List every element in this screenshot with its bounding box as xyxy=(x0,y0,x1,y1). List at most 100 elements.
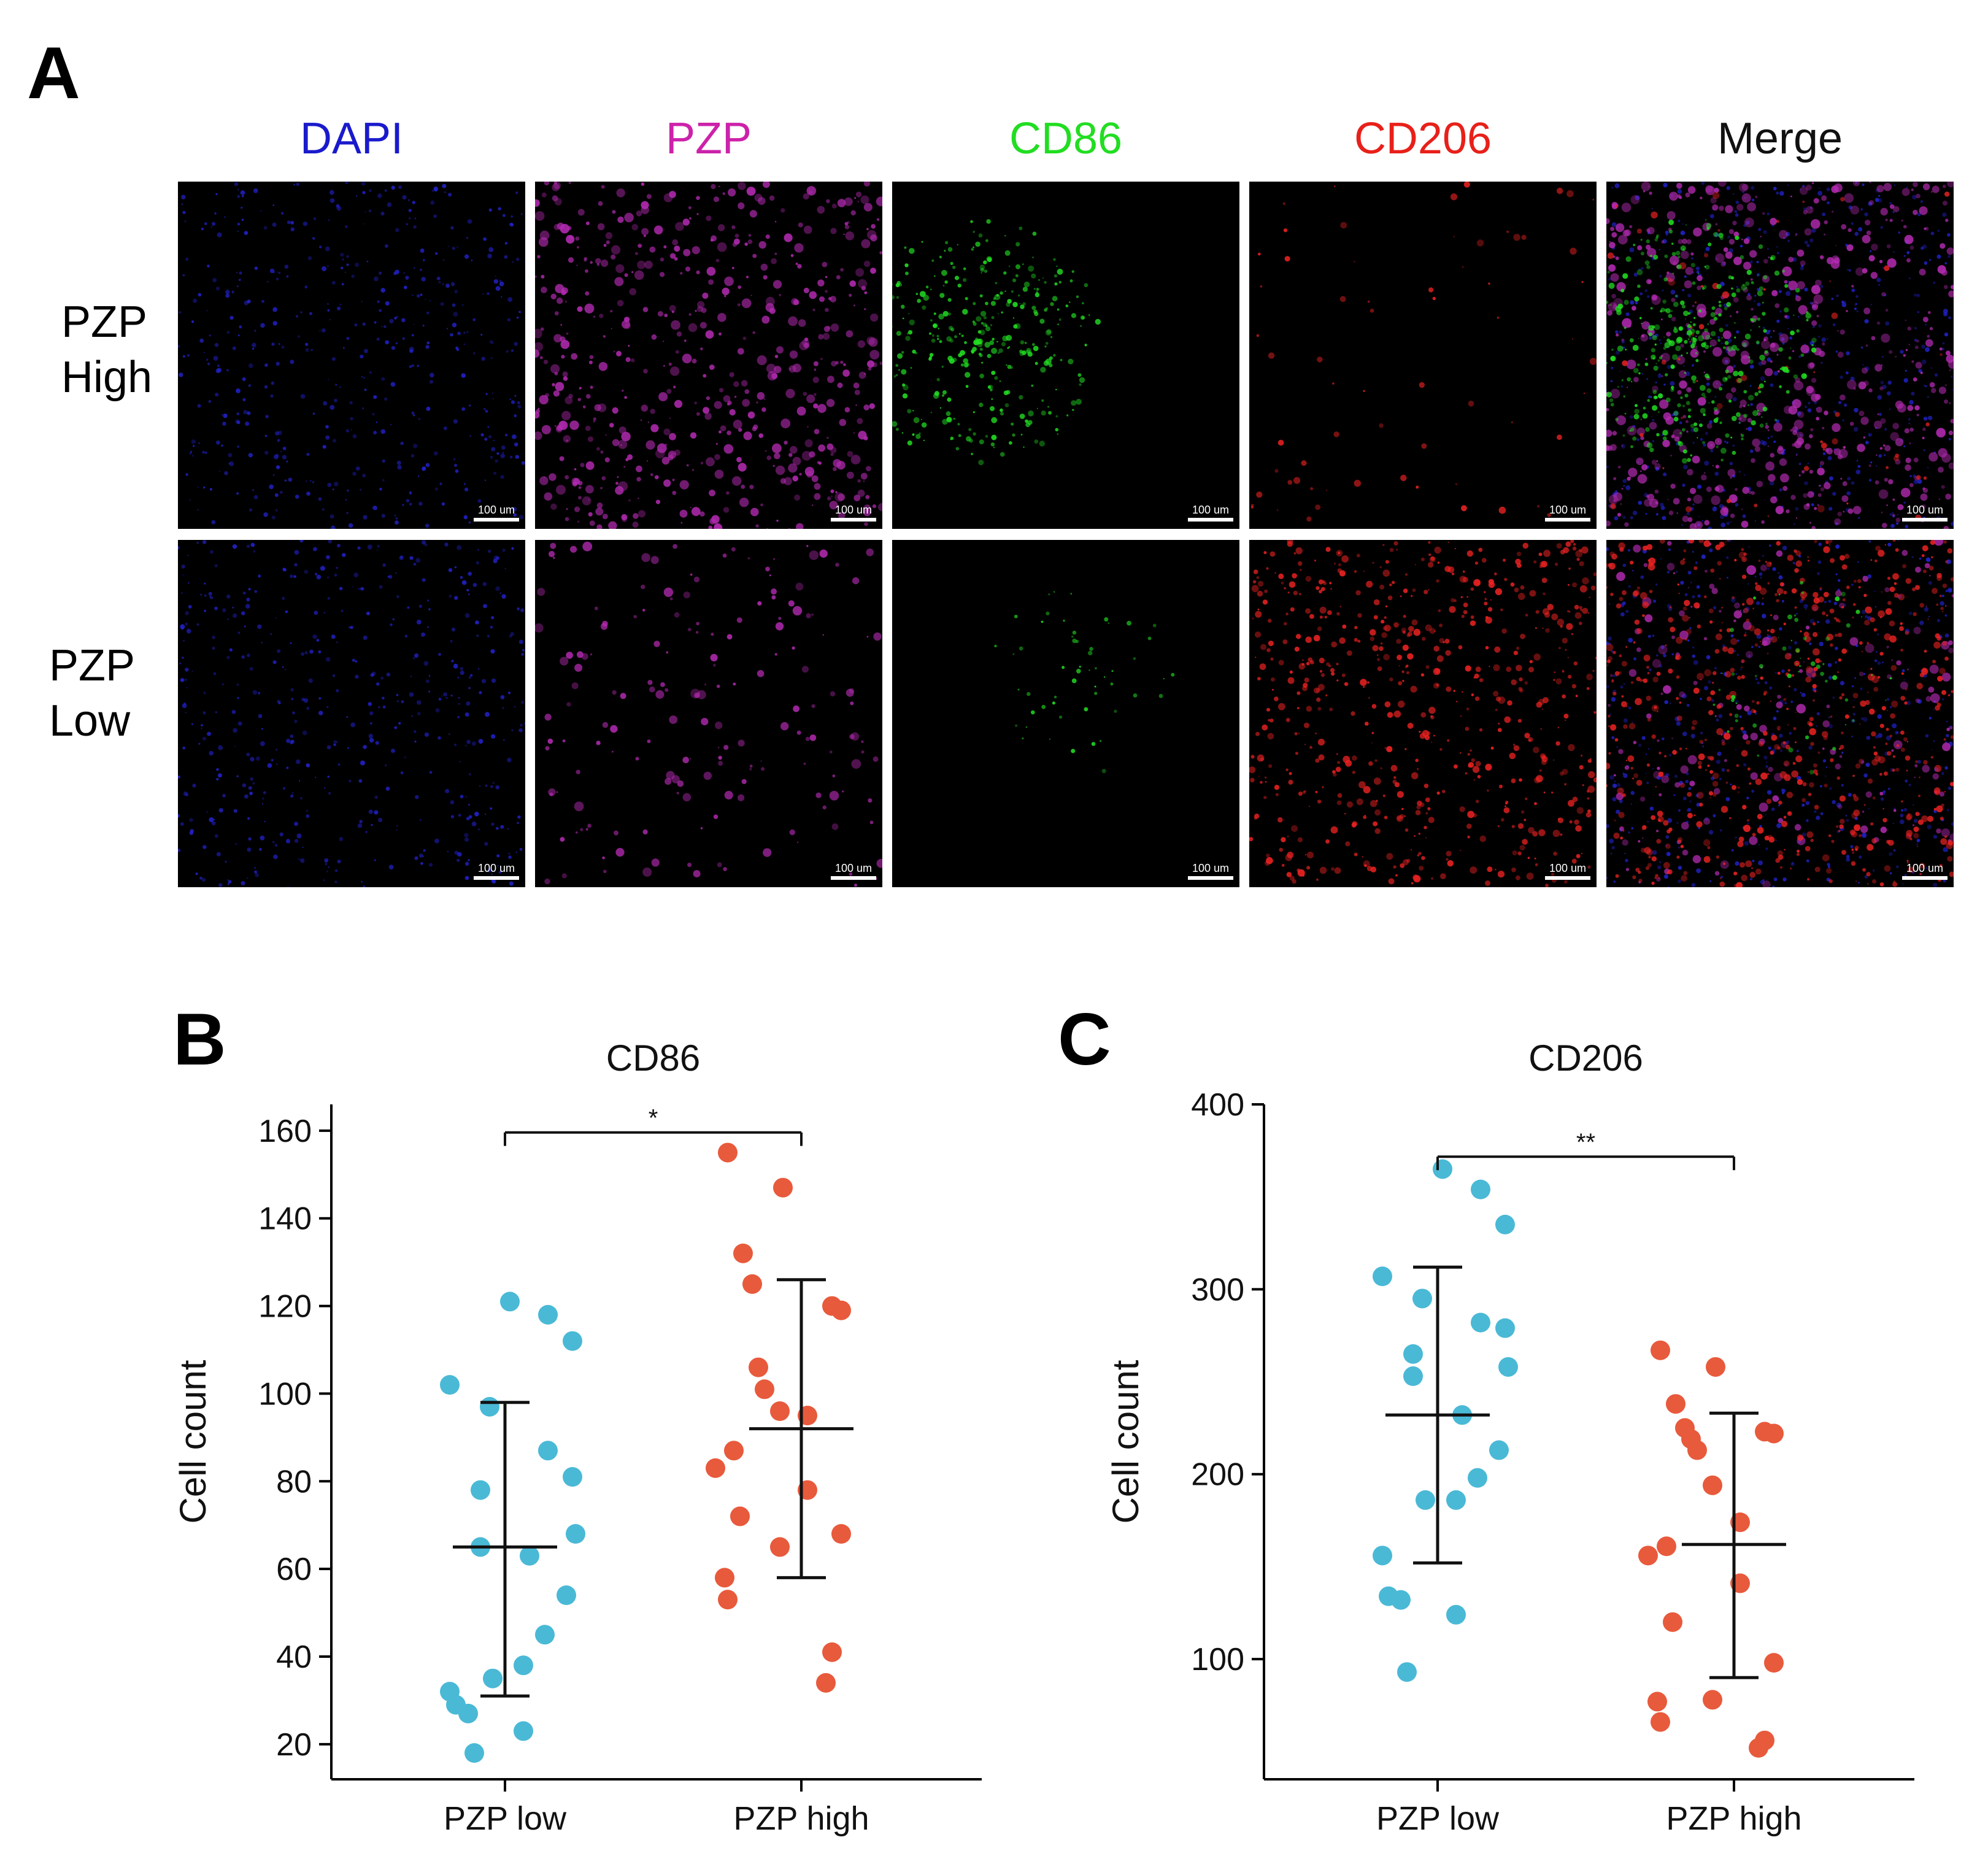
scale-bar-line xyxy=(1188,876,1233,880)
scale-bar: 100 um xyxy=(1902,504,1948,522)
data-point xyxy=(718,1142,738,1163)
data-point xyxy=(816,1673,836,1693)
scale-bar-label: 100 um xyxy=(834,504,873,516)
data-point xyxy=(1391,1590,1411,1610)
y-axis-label: Cell count xyxy=(1105,1360,1146,1523)
scale-bar-label: 100 um xyxy=(1906,504,1944,516)
scale-bar: 100 um xyxy=(1545,504,1590,522)
chart-title: CD206 xyxy=(1528,1038,1643,1079)
scale-bar: 100 um xyxy=(474,862,519,880)
data-point xyxy=(770,1401,790,1421)
data-point xyxy=(1764,1423,1784,1444)
y-tick-label: 200 xyxy=(1191,1457,1244,1493)
data-point xyxy=(480,1396,499,1417)
data-point xyxy=(1764,1653,1784,1673)
row-label-pzp-low: PZP Low xyxy=(49,638,135,749)
row-label-pzp-high: PZP High xyxy=(61,295,152,405)
data-point xyxy=(1498,1357,1518,1377)
data-point xyxy=(1471,1179,1490,1199)
x-tick-label: PZP high xyxy=(733,1800,869,1837)
data-point xyxy=(483,1668,503,1688)
y-tick-label: 300 xyxy=(1191,1272,1244,1307)
x-tick-label: PZP low xyxy=(1376,1800,1500,1837)
scale-bar-label: 100 um xyxy=(1549,504,1587,516)
scale-bar-line xyxy=(1902,876,1948,880)
micrograph-high-merge: 100 um xyxy=(1606,182,1954,529)
y-tick-label: 120 xyxy=(258,1289,312,1325)
data-point xyxy=(538,1441,558,1461)
data-point xyxy=(706,1458,725,1478)
y-tick-label: 60 xyxy=(276,1552,312,1587)
data-point xyxy=(1703,1690,1722,1710)
row-label-line2: High xyxy=(61,353,153,402)
data-point xyxy=(773,1177,793,1198)
y-tick-label: 100 xyxy=(258,1376,312,1412)
scale-bar-line xyxy=(474,518,519,522)
data-point xyxy=(1657,1536,1676,1557)
micrograph-high-dapi: 100 um xyxy=(178,182,525,529)
data-point xyxy=(514,1655,533,1676)
row-label-line1: PZP xyxy=(61,298,148,347)
data-point xyxy=(730,1506,750,1527)
data-point xyxy=(1373,1266,1392,1287)
data-point xyxy=(458,1703,478,1723)
data-point xyxy=(464,1743,484,1763)
data-point xyxy=(1397,1662,1417,1682)
data-point xyxy=(831,1300,851,1320)
data-point xyxy=(1446,1490,1466,1510)
data-point xyxy=(715,1568,734,1588)
panel-letter-c: C xyxy=(1058,998,1111,1080)
data-point xyxy=(770,1537,790,1557)
y-tick-label: 400 xyxy=(1191,1087,1244,1123)
significance-marker: ** xyxy=(1576,1129,1595,1156)
y-tick-label: 100 xyxy=(1191,1642,1244,1677)
data-point xyxy=(1495,1214,1515,1234)
y-tick-label: 160 xyxy=(258,1114,312,1149)
data-point xyxy=(1666,1394,1686,1414)
y-tick-label: 20 xyxy=(276,1727,312,1763)
scale-bar-label: 100 um xyxy=(1549,862,1587,874)
scale-bar: 100 um xyxy=(1545,862,1590,880)
data-point xyxy=(440,1375,460,1395)
chart-title: CD86 xyxy=(606,1038,700,1079)
micrograph-high-pzp: 100 um xyxy=(535,182,882,529)
scale-bar-line xyxy=(1188,518,1233,522)
row-label-line1: PZP xyxy=(49,641,136,690)
data-point xyxy=(742,1274,762,1294)
data-point xyxy=(1412,1288,1432,1309)
y-tick-label: 80 xyxy=(276,1464,312,1500)
data-point xyxy=(1403,1344,1423,1364)
x-tick-label: PZP high xyxy=(1666,1800,1801,1837)
channel-label-cd206: CD206 xyxy=(1354,114,1492,163)
micrograph-high-cd206: 100 um xyxy=(1249,182,1597,529)
y-tick-label: 40 xyxy=(276,1639,312,1675)
chart-cd86: 20 40 60 80 100 120 140 160 PZP low PZP high CD86 C… xyxy=(172,1038,982,1837)
micrograph-low-dapi: 100 um xyxy=(178,540,525,887)
scale-bar-label: 100 um xyxy=(1906,862,1944,874)
channel-label-merge: Merge xyxy=(1717,114,1843,163)
scale-bar-line xyxy=(831,876,876,880)
data-point xyxy=(520,1546,539,1566)
data-point xyxy=(1663,1612,1682,1632)
data-point xyxy=(733,1243,753,1263)
scale-bar: 100 um xyxy=(1188,862,1233,880)
chart-cd206: 100 200 300 400 PZP low PZP high CD206 Cell cou… xyxy=(1105,1038,1914,1837)
channel-label-pzp: PZP xyxy=(665,114,752,163)
scale-bar-line xyxy=(831,518,876,522)
data-point xyxy=(755,1379,774,1400)
scale-bar-label: 100 um xyxy=(1192,862,1230,874)
micrograph-high-cd86: 100 um xyxy=(892,182,1239,529)
scale-bar: 100 um xyxy=(831,504,876,522)
micrograph-low-merge: 100 um xyxy=(1606,540,1954,887)
significance-marker: * xyxy=(649,1105,658,1132)
data-point xyxy=(1446,1604,1466,1625)
panel-letter-b: B xyxy=(173,998,226,1080)
scale-bar: 100 um xyxy=(474,504,519,522)
data-point xyxy=(1433,1159,1452,1179)
data-point xyxy=(1416,1490,1435,1510)
data-point xyxy=(831,1524,851,1544)
data-point xyxy=(563,1331,582,1351)
scale-bar: 100 um xyxy=(831,862,876,880)
data-point xyxy=(538,1304,558,1325)
data-point xyxy=(566,1524,585,1544)
